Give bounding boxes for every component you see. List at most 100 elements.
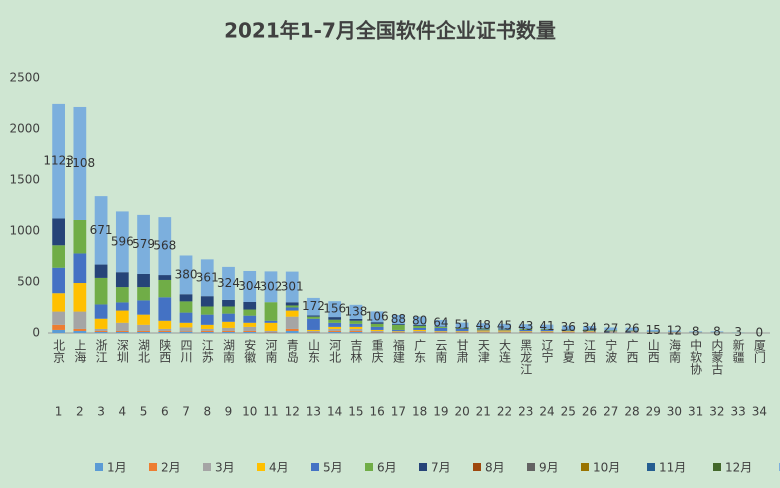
- bar-segment: [115, 322, 129, 331]
- x-tick-number: 33: [731, 405, 746, 419]
- data-label: 304: [238, 279, 261, 293]
- bar-segment: [583, 331, 596, 332]
- legend-swatch: [95, 463, 103, 471]
- bar-segment: [179, 322, 193, 328]
- bar-segment: [52, 324, 65, 330]
- x-tick-number: 22: [497, 405, 512, 419]
- bar-segment: [349, 328, 363, 331]
- x-tick-number: 1: [55, 405, 63, 419]
- x-tick-label: 重庆: [370, 339, 384, 363]
- legend-label: 1月: [107, 461, 127, 475]
- bar-segment: [434, 326, 448, 328]
- bar-segment: [264, 330, 278, 332]
- x-tick-label: 湖北: [137, 338, 151, 364]
- data-label: 301: [281, 279, 304, 293]
- bar-segment: [519, 331, 533, 332]
- bar-segment: [583, 331, 596, 333]
- legend-label: 10月: [593, 461, 620, 475]
- bar-segment: [370, 323, 384, 327]
- x-tick-number: 16: [370, 405, 385, 419]
- x-tick-label: 江西: [583, 339, 597, 363]
- bar-segment: [264, 271, 278, 303]
- bar-segment: [710, 331, 724, 333]
- bar-segment: [115, 302, 129, 311]
- data-label: 361: [196, 270, 219, 284]
- legend-label: 5月: [323, 461, 343, 475]
- bar-segment: [498, 331, 511, 332]
- x-tick-number: 8: [203, 405, 211, 419]
- bar-segment: [540, 331, 554, 332]
- bar-segment: [455, 328, 469, 331]
- bar-segment: [94, 196, 108, 265]
- bar-segment: [413, 325, 426, 328]
- legend-label: 2月: [161, 461, 181, 475]
- x-tick-label: 浙江: [94, 339, 108, 363]
- bar-segment: [200, 296, 214, 307]
- bar-segment: [73, 311, 87, 329]
- bar-segment: [328, 328, 342, 331]
- x-tick-number: 20: [454, 405, 469, 419]
- bar-segment: [328, 322, 342, 327]
- bar-segment: [413, 330, 426, 332]
- bar-segment: [73, 283, 87, 312]
- bar-segment: [285, 328, 299, 331]
- legend-label: 7月: [431, 461, 451, 475]
- bar-segment: [561, 332, 575, 333]
- x-tick-number: 19: [433, 405, 448, 419]
- bar-segment: [455, 331, 469, 333]
- x-tick-number: 7: [182, 405, 190, 419]
- x-tick-number: 24: [539, 405, 554, 419]
- chart-title: 2021年1-7月全国软件企业证书数量: [224, 19, 556, 43]
- bar-segment: [498, 328, 511, 330]
- x-tick-label: 天津: [476, 339, 490, 363]
- bar-segment: [540, 332, 554, 333]
- bar-segment: [243, 301, 257, 310]
- bar-segment: [413, 332, 426, 333]
- y-tick-label: 0: [32, 326, 40, 340]
- bar-segment: [243, 315, 257, 323]
- legend-label: 11月: [659, 461, 686, 475]
- bar-segment: [583, 332, 596, 333]
- bar-segment: [52, 311, 65, 325]
- bar-segment: [179, 312, 193, 323]
- x-tick-label: 内蒙古: [710, 339, 724, 375]
- bar-segment: [392, 331, 405, 333]
- bar-segment: [264, 331, 278, 333]
- x-tick-number: 17: [391, 405, 406, 419]
- x-tick-number: 4: [119, 405, 127, 419]
- bar-segment: [498, 328, 511, 329]
- bar-segment: [498, 332, 511, 333]
- bar-segment: [222, 327, 235, 331]
- data-label: 302: [260, 279, 283, 293]
- bar-segment: [519, 324, 533, 329]
- bar-segment: [455, 330, 469, 332]
- x-tick-number: 15: [348, 405, 363, 419]
- data-label: 156: [323, 302, 346, 316]
- bar-segment: [307, 332, 320, 333]
- bar-segment: [94, 304, 108, 319]
- bar-segment: [94, 330, 108, 332]
- bar-segment: [285, 307, 299, 311]
- legend-label: 6月: [377, 461, 397, 475]
- legend-label: 12月: [725, 461, 752, 475]
- bar-segment: [158, 330, 172, 332]
- bar-segment: [370, 322, 384, 324]
- bar-segment: [349, 320, 363, 324]
- y-tick-label: 2000: [9, 122, 40, 136]
- x-tick-number: 12: [285, 405, 300, 419]
- bar-segment: [137, 331, 150, 333]
- legend-swatch: [473, 463, 481, 471]
- bar-segment: [413, 329, 426, 331]
- x-tick-label: 湖南: [222, 338, 236, 363]
- bar-segment: [158, 320, 172, 329]
- bar-segment: [476, 328, 490, 330]
- bar-segment: [540, 329, 554, 331]
- bar-segment: [52, 218, 65, 246]
- x-tick-label: 山西: [646, 339, 660, 363]
- x-tick-number: 10: [242, 405, 257, 419]
- bar-segment: [158, 217, 172, 276]
- bar-segment: [285, 316, 299, 329]
- bar-segment: [434, 332, 448, 333]
- bar-segment: [52, 329, 65, 333]
- bar-segment: [583, 330, 596, 332]
